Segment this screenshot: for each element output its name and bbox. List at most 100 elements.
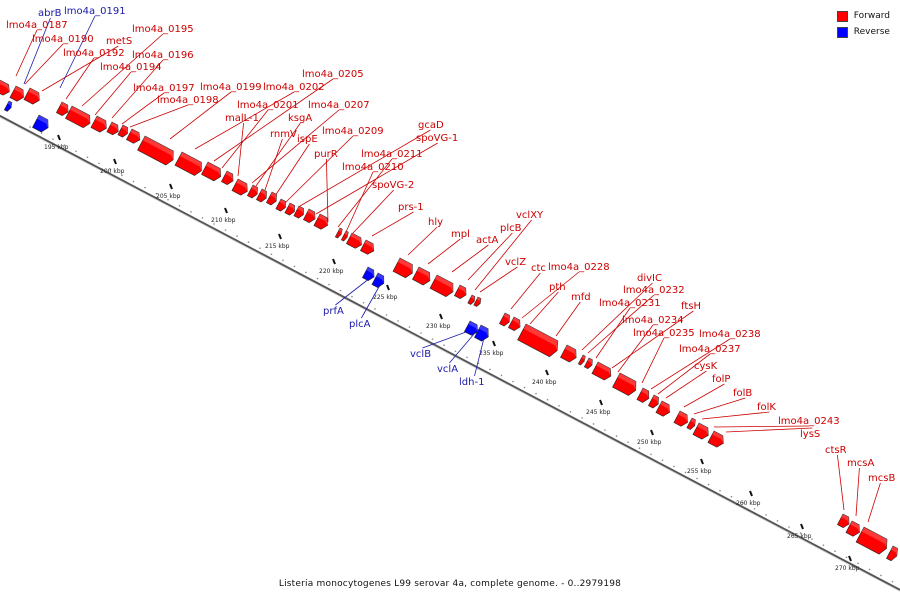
leader-line bbox=[65, 57, 95, 100]
gene-label-cysk: cysK bbox=[694, 361, 718, 372]
forward-gene-block bbox=[90, 115, 107, 133]
gene-label-spovg-1: spoVG-1 bbox=[416, 133, 458, 144]
leader-line bbox=[451, 244, 489, 273]
axis-tick bbox=[599, 399, 603, 406]
leader-line bbox=[683, 383, 725, 408]
reverse-swatch bbox=[836, 26, 848, 38]
leader-line bbox=[41, 45, 119, 92]
gene-label-ispe: ispE bbox=[297, 134, 318, 145]
track-dot bbox=[845, 556, 848, 559]
leader-line bbox=[510, 272, 541, 310]
forward-gene-block bbox=[275, 198, 286, 212]
track-dot bbox=[75, 150, 77, 153]
track-dot bbox=[328, 283, 330, 286]
gene-label-lmo4a-0232: lmo4a_0232 bbox=[623, 285, 685, 296]
forward-gene-block bbox=[137, 135, 174, 166]
track-dot bbox=[247, 241, 250, 243]
track-dot bbox=[834, 550, 836, 553]
leader-line bbox=[611, 310, 694, 369]
track-dot bbox=[891, 580, 894, 583]
forward-gene-block bbox=[429, 274, 454, 298]
forward-gene-block bbox=[498, 312, 510, 327]
track-dot bbox=[293, 265, 296, 268]
leader-line bbox=[474, 337, 485, 377]
gene-label-lmo4a-0199: lmo4a_0199 bbox=[200, 82, 262, 93]
track-dot bbox=[236, 235, 238, 237]
track-dot bbox=[730, 495, 733, 498]
axis-tick bbox=[650, 429, 654, 436]
track-dot bbox=[776, 520, 779, 522]
axis-tick-label: 230 kbp bbox=[426, 323, 451, 330]
forward-gene-block bbox=[473, 296, 482, 307]
track-dot bbox=[86, 156, 89, 159]
forward-gene-block bbox=[673, 410, 688, 427]
track-dot bbox=[765, 514, 767, 516]
reverse-gene-block bbox=[463, 320, 479, 336]
axis-tick-label: 210 kbp bbox=[211, 217, 236, 224]
axis-tick bbox=[848, 555, 852, 562]
track-dot bbox=[201, 217, 204, 219]
leader-line bbox=[701, 411, 770, 420]
forward-gene-block bbox=[517, 323, 559, 358]
axis-tick bbox=[57, 134, 61, 141]
track-dot bbox=[753, 508, 756, 510]
axis-tick bbox=[439, 313, 443, 320]
axis-tick-label: 195 kbp bbox=[44, 144, 69, 151]
leader-line bbox=[274, 143, 310, 197]
gene-label-lmo4a-0202: lmo4a_0202 bbox=[263, 82, 325, 93]
axis-tick-label: 270 kbp bbox=[835, 565, 860, 572]
leader-line bbox=[361, 284, 381, 319]
gene-label-divic: divIC bbox=[637, 273, 662, 284]
gene-label-lmo4a-0237: lmo4a_0237 bbox=[679, 344, 741, 355]
forward-gene-block bbox=[23, 87, 40, 105]
forward-gene-block bbox=[125, 128, 141, 144]
forward-gene-block bbox=[412, 266, 431, 286]
gene-label-ftsh: ftsH bbox=[681, 301, 701, 312]
leader-line bbox=[449, 333, 475, 364]
gene-features bbox=[0, 78, 898, 562]
forward-gene-block bbox=[106, 121, 119, 136]
axis-tick-label: 255 kbp bbox=[687, 468, 712, 475]
forward-gene-block bbox=[707, 430, 724, 448]
gene-label-folk: folK bbox=[757, 402, 776, 413]
leader-line bbox=[335, 277, 371, 306]
leader-line bbox=[474, 219, 532, 291]
dotted-tick-track bbox=[29, 126, 894, 583]
legend-forward-label: Forward bbox=[853, 11, 890, 21]
gene-label-folp: folP bbox=[712, 374, 730, 385]
leader-line bbox=[650, 338, 731, 390]
track-dot bbox=[213, 223, 215, 225]
track-dot bbox=[799, 532, 802, 534]
reverse-gene-block bbox=[3, 100, 13, 112]
axis-tick bbox=[332, 258, 336, 265]
forward-gene-block bbox=[313, 213, 328, 230]
track-dot bbox=[454, 350, 457, 353]
axis-tick-label: 205 kbp bbox=[156, 193, 181, 200]
track-dot bbox=[535, 392, 537, 395]
forward-gene-block bbox=[612, 372, 637, 396]
legend-reverse: Reverse bbox=[836, 24, 890, 40]
forward-gene-block bbox=[577, 354, 586, 366]
leader-line bbox=[23, 17, 51, 85]
track-dot bbox=[408, 326, 411, 328]
forward-gene-block bbox=[560, 344, 577, 363]
gene-label-gcad: gcaD bbox=[418, 120, 444, 131]
forward-gene-block bbox=[692, 422, 709, 440]
forward-gene-block bbox=[117, 124, 128, 138]
track-dot bbox=[178, 204, 181, 207]
forward-gene-block bbox=[507, 316, 521, 331]
track-dot bbox=[40, 132, 43, 134]
leader-line bbox=[129, 104, 189, 128]
leader-line bbox=[371, 211, 414, 237]
track-dot bbox=[385, 314, 388, 316]
axis-tick-label: 240 kbp bbox=[532, 379, 557, 386]
gene-label-lmo4a-0190: lmo4a_0190 bbox=[32, 34, 94, 45]
leader-line bbox=[111, 59, 164, 119]
track-dot bbox=[144, 186, 146, 189]
axis-tick bbox=[545, 369, 549, 376]
reverse-gene-block bbox=[361, 266, 375, 281]
leader-line bbox=[427, 238, 461, 265]
gene-label-lmo4a-0191: lmo4a_0191 bbox=[64, 6, 126, 17]
gene-label-vclxy: vclXY bbox=[516, 210, 544, 221]
